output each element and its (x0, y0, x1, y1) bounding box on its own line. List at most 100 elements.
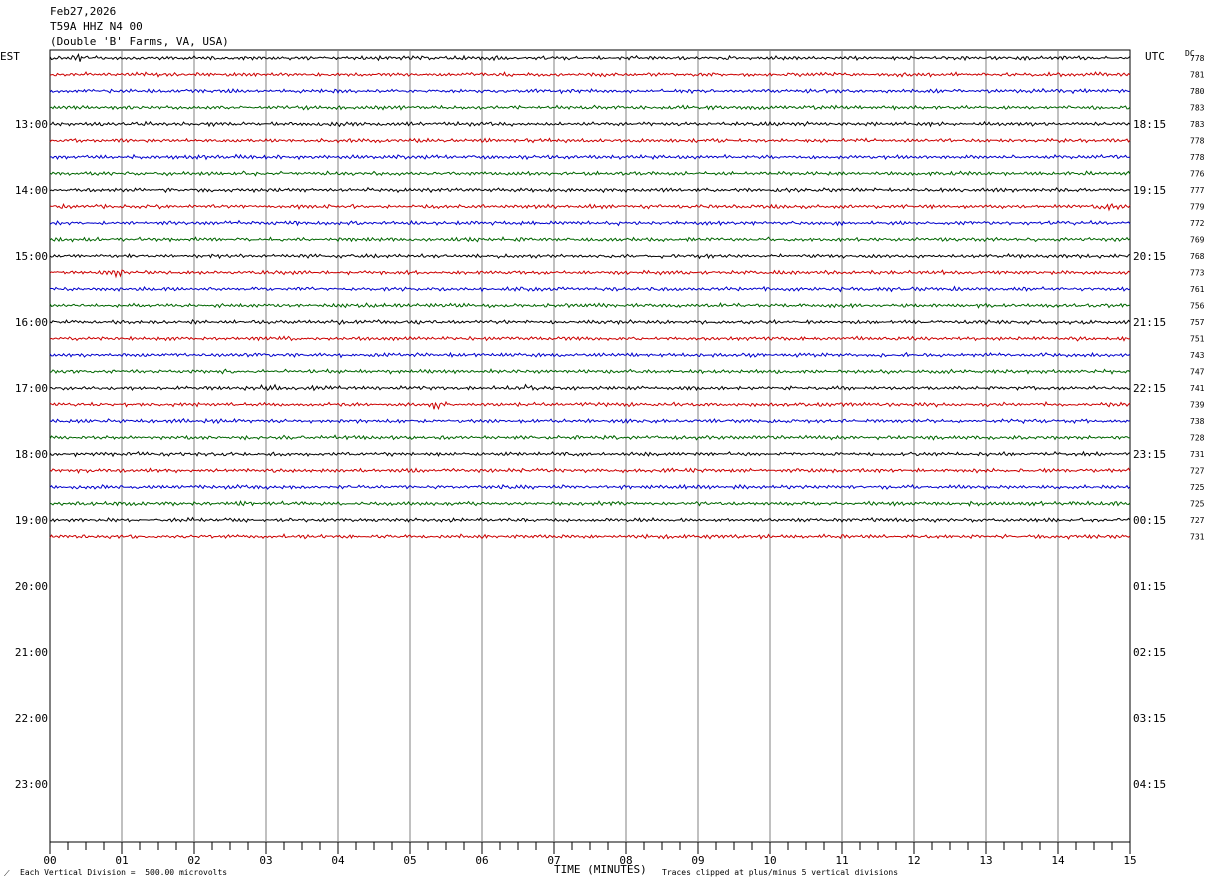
seismic-trace (49, 104, 1131, 111)
x-tick-label: 14 (1051, 854, 1065, 867)
x-tick-label: 05 (403, 854, 416, 867)
dc-offset-label: 769 (1190, 236, 1205, 245)
dc-offset-label: 728 (1190, 434, 1205, 443)
scale-note: Each Vertical Division = 500.00 microvol… (20, 868, 228, 877)
seismic-trace (49, 533, 1131, 540)
x-tick-label: 03 (259, 854, 272, 867)
plot-date: Feb27,2026 (50, 5, 117, 18)
seismic-trace (49, 500, 1131, 508)
dc-offset-label: 743 (1190, 351, 1205, 360)
est-hour-label: 23:00 (15, 778, 48, 791)
est-axis-label: EST (0, 50, 20, 63)
est-hour-label: 17:00 (15, 382, 48, 395)
seismic-trace (49, 483, 1131, 491)
x-tick-label: 07 (547, 854, 560, 867)
dc-offset-label: 778 (1190, 153, 1205, 162)
seismic-trace (49, 383, 1131, 392)
dc-offset-label: 751 (1190, 335, 1205, 344)
dc-offset-label: 777 (1190, 186, 1205, 195)
seismic-trace (49, 71, 1131, 78)
dc-offset-label: 768 (1190, 252, 1205, 261)
est-hour-label: 19:00 (15, 514, 48, 527)
x-tick-label: 04 (331, 854, 345, 867)
seismic-trace (49, 52, 1131, 62)
x-tick-label: 12 (907, 854, 920, 867)
plot-frame (49, 49, 1131, 843)
utc-hour-label: 04:15 (1133, 778, 1166, 791)
seismic-trace (49, 302, 1131, 309)
x-axis-label: TIME (MINUTES) (554, 863, 647, 876)
dc-label: DC (1185, 49, 1195, 58)
utc-hour-label: 21:15 (1133, 316, 1166, 329)
x-tick-label: 06 (475, 854, 488, 867)
utc-hour-label: 01:15 (1133, 580, 1166, 593)
dc-offset-label: 727 (1190, 516, 1205, 525)
x-tick-label: 11 (835, 854, 848, 867)
utc-hour-label: 18:15 (1133, 118, 1166, 131)
est-hour-label: 14:00 (15, 184, 48, 197)
dc-offset-label: 779 (1190, 203, 1205, 212)
dc-offset-label: 725 (1190, 483, 1205, 492)
dc-offset-label: 780 (1190, 87, 1205, 96)
dc-offset-label: 757 (1190, 318, 1205, 327)
dc-offset-label: 727 (1190, 467, 1205, 476)
dc-offset-label: 781 (1190, 71, 1205, 80)
est-hour-label: 16:00 (15, 316, 48, 329)
seismic-trace (49, 450, 1131, 458)
utc-hour-label: 23:15 (1133, 448, 1166, 461)
dc-offset-label: 756 (1190, 302, 1205, 311)
dc-offset-label: 761 (1190, 285, 1205, 294)
dc-offset-label: 731 (1190, 450, 1205, 459)
dc-offset-label: 776 (1190, 170, 1205, 179)
dc-offset-label: 778 (1190, 137, 1205, 146)
seismic-trace (49, 186, 1131, 194)
utc-hour-label: 22:15 (1133, 382, 1166, 395)
seismic-trace (49, 285, 1131, 293)
dc-offset-label: 731 (1190, 533, 1205, 542)
est-hour-label: 22:00 (15, 712, 48, 725)
est-hour-label: 21:00 (15, 646, 48, 659)
seismic-trace (49, 368, 1131, 375)
x-tick-label: 08 (619, 854, 632, 867)
seismic-trace (49, 137, 1131, 144)
seismic-trace (49, 252, 1131, 260)
seismic-trace (49, 219, 1131, 227)
x-tick-label: 13 (979, 854, 992, 867)
seismic-trace (49, 87, 1131, 95)
seismic-trace (49, 236, 1131, 243)
dc-offset-label: 773 (1190, 269, 1205, 278)
seismic-trace (49, 120, 1131, 128)
seismic-trace (49, 417, 1131, 425)
x-tick-label: 01 (115, 854, 128, 867)
footer-mark: ⟋ (4, 869, 10, 878)
seismic-trace (49, 170, 1131, 177)
seismic-trace (49, 335, 1131, 342)
x-tick-label: 09 (691, 854, 704, 867)
est-hour-label: 13:00 (15, 118, 48, 131)
clip-note: Traces clipped at plus/minus 5 vertical … (662, 868, 899, 877)
utc-hour-label: 19:15 (1133, 184, 1166, 197)
seismic-trace (49, 516, 1131, 523)
x-tick-label: 00 (43, 854, 56, 867)
seismic-trace (49, 319, 1131, 326)
seismic-trace (49, 203, 1131, 212)
est-hour-label: 15:00 (15, 250, 48, 263)
seismic-trace (49, 351, 1131, 359)
seismic-trace (50, 153, 1131, 161)
seismic-trace (49, 434, 1131, 441)
station-location: (Double 'B' Farms, VA, USA) (50, 35, 229, 48)
utc-hour-label: 00:15 (1133, 514, 1166, 527)
utc-hour-label: 03:15 (1133, 712, 1166, 725)
dc-offset-label: 783 (1190, 120, 1205, 129)
dc-offset-label: 725 (1190, 500, 1205, 509)
est-hour-label: 20:00 (15, 580, 48, 593)
x-tick-label: 02 (187, 854, 200, 867)
dc-offset-label: 739 (1190, 401, 1205, 410)
dc-offset-label: 741 (1190, 384, 1205, 393)
station-code: T59A HHZ N4 00 (50, 20, 143, 33)
seismic-trace (49, 400, 1131, 411)
dc-offset-label: 738 (1190, 417, 1205, 426)
x-tick-label: 15 (1123, 854, 1136, 867)
utc-axis-label: UTC (1145, 50, 1165, 63)
